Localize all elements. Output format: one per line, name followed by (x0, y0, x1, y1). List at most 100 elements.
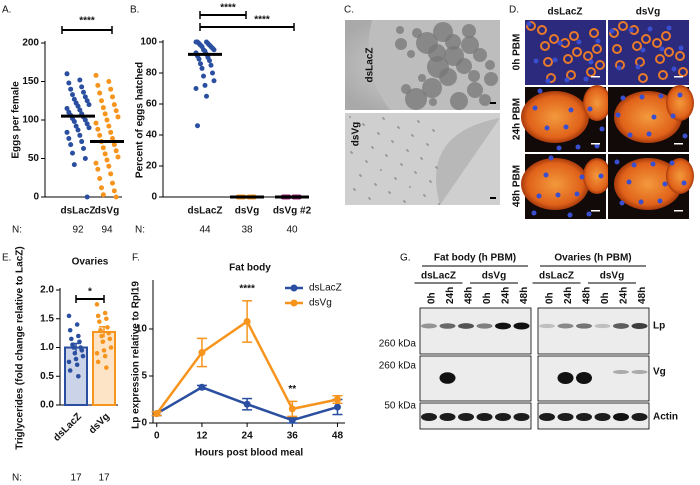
legend-label: dsVg (309, 298, 332, 309)
sample-size-label: N: (12, 225, 22, 236)
chart-title: Fat body (229, 263, 271, 274)
y-axis-label: Eggs per female (11, 81, 22, 159)
nucleus (556, 145, 562, 151)
band (421, 413, 437, 421)
data-point (104, 316, 109, 322)
x-axis-label: Hours post blood meal (195, 448, 304, 459)
texture (420, 157, 422, 159)
y-tick-label: 80 (146, 68, 158, 79)
nucleus (620, 95, 626, 101)
scale-bar (490, 197, 496, 199)
data-point (288, 405, 296, 413)
texture (391, 140, 393, 142)
data-point (94, 350, 100, 356)
nucleus (614, 159, 620, 165)
treatment-label: dsVg (482, 271, 506, 282)
nucleus (545, 78, 551, 84)
follicle (609, 28, 619, 38)
column-label: dsVg (636, 7, 660, 18)
follicle (549, 34, 559, 44)
oocyte (614, 91, 682, 143)
data-point (79, 139, 85, 145)
yolk-granule (484, 72, 498, 86)
yolk-granule (401, 84, 411, 94)
band (576, 323, 592, 329)
data-point (69, 336, 74, 342)
data-point (68, 86, 74, 92)
nucleus (628, 27, 634, 33)
y-tick-label: 0 (151, 192, 157, 203)
x-tick-label: 0 (154, 431, 160, 442)
data-point (115, 114, 121, 120)
yolk-granule (473, 48, 487, 62)
yolk-granule (418, 74, 426, 82)
data-point (199, 65, 205, 71)
band (539, 413, 555, 421)
data-point (77, 107, 83, 113)
nucleus (681, 180, 687, 186)
data-point (84, 98, 90, 104)
data-point (94, 302, 100, 307)
nucleus (619, 200, 625, 206)
nucleus (671, 66, 677, 72)
band (576, 372, 592, 384)
nucleus (548, 155, 554, 161)
data-point (80, 353, 86, 359)
data-point (67, 327, 73, 333)
follicle (572, 47, 582, 57)
nucleus (533, 58, 539, 64)
data-point (201, 73, 206, 79)
data-point (202, 82, 208, 88)
data-point (104, 157, 110, 163)
data-point (210, 70, 215, 76)
data-point (71, 119, 77, 125)
chart-title: Ovaries (72, 257, 109, 268)
oocyte (583, 158, 611, 194)
data-point (67, 368, 73, 373)
data-point (86, 102, 92, 108)
data-point (106, 79, 112, 84)
data-point (95, 166, 101, 172)
data-point (108, 129, 114, 135)
band (613, 323, 629, 329)
data-point (74, 322, 80, 327)
lane-label: 48h (464, 287, 475, 304)
y-tick-label: 0 (141, 418, 147, 429)
follicle (546, 73, 556, 83)
data-point (106, 330, 111, 336)
cell-region (436, 118, 500, 205)
data-point (115, 154, 121, 160)
lane-label: 24h (445, 287, 456, 304)
follicle (675, 51, 685, 61)
data-point (66, 359, 72, 365)
data-point (110, 135, 115, 141)
nucleus (532, 105, 538, 111)
data-point (73, 123, 79, 129)
data-point (82, 117, 88, 123)
texture (435, 166, 437, 168)
y-axis-label: Lp expression relative to Rpl19 (131, 281, 142, 429)
yolk-granule (467, 82, 483, 98)
texture (353, 188, 355, 190)
nucleus (544, 125, 550, 131)
nucleus (587, 106, 593, 112)
band (631, 370, 648, 374)
blot (537, 402, 650, 430)
scale-bar (674, 76, 683, 78)
data-point (76, 333, 81, 339)
band (631, 322, 648, 330)
yolk-granule (422, 78, 442, 98)
nucleus (588, 59, 594, 65)
panel-label: C. (344, 5, 354, 16)
nucleus (669, 160, 675, 166)
legend-marker (290, 299, 298, 307)
data-point (84, 121, 90, 127)
band (439, 372, 456, 384)
band (513, 322, 530, 330)
oocyte (614, 158, 682, 210)
data-point (110, 180, 115, 186)
data-point (77, 132, 83, 138)
data-point (198, 61, 203, 67)
follicle (638, 73, 648, 83)
significance: **** (79, 16, 95, 27)
